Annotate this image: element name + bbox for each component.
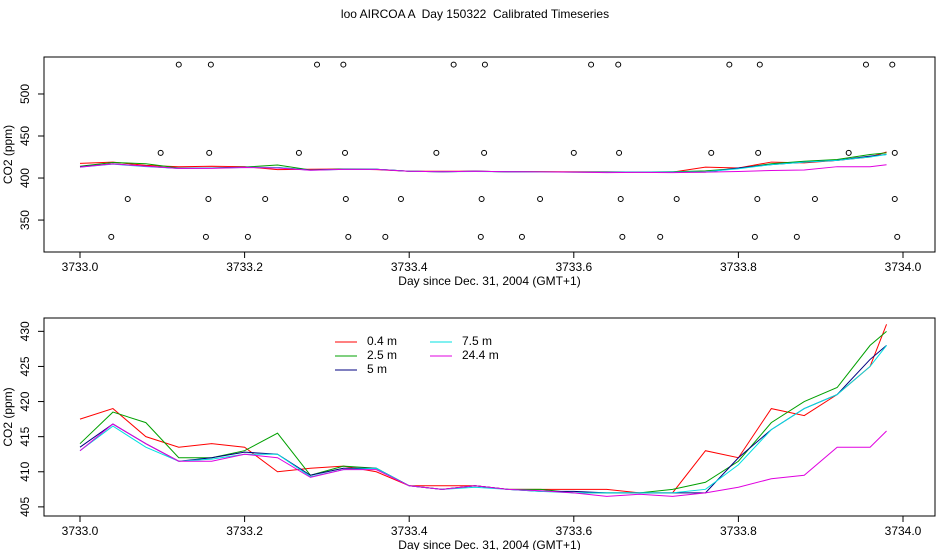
flag-point	[673, 196, 680, 203]
flag-point	[157, 149, 164, 156]
flag-point	[202, 233, 209, 240]
flag-point	[295, 149, 302, 156]
x-axis-label: Day since Dec. 31, 2004 (GMT+1)	[398, 538, 580, 550]
y-axis-label: CO2 (ppm)	[1, 125, 15, 184]
x-tick-label: 3733.8	[720, 524, 757, 538]
x-tick-label: 3733.4	[391, 260, 428, 274]
flag-point	[206, 149, 213, 156]
flag-point	[657, 233, 664, 240]
x-tick-label: 3733.2	[226, 260, 263, 274]
flag-point	[342, 196, 349, 203]
x-tick-label: 3734.0	[885, 260, 922, 274]
flag-point	[342, 149, 349, 156]
flag-point	[537, 196, 544, 203]
flag-point	[617, 196, 624, 203]
legend-label: 7.5 m	[462, 334, 492, 348]
flag-point	[891, 196, 898, 203]
flag-point	[756, 61, 763, 68]
y-axis-label: CO2 (ppm)	[1, 387, 15, 446]
x-tick-label: 3733.6	[555, 524, 592, 538]
flag-point	[262, 196, 269, 203]
legend-label: 5 m	[367, 362, 387, 376]
flag-point	[891, 149, 898, 156]
flag-point	[433, 149, 440, 156]
y-tick-label: 420	[18, 391, 32, 411]
flag-point	[845, 149, 852, 156]
x-axis-label: Day since Dec. 31, 2004 (GMT+1)	[398, 274, 580, 288]
x-tick-label: 3733.4	[391, 524, 428, 538]
y-tick-label: 500	[18, 84, 32, 104]
y-tick-label: 350	[18, 210, 32, 230]
legend-label: 24.4 m	[462, 348, 499, 362]
x-tick-label: 3733.2	[226, 524, 263, 538]
y-tick-label: 410	[18, 461, 32, 481]
flag-point	[726, 61, 733, 68]
y-tick-label: 430	[18, 321, 32, 341]
plot-frame	[43, 56, 936, 253]
flag-point	[481, 149, 488, 156]
flag-point	[175, 61, 182, 68]
flag-point	[314, 61, 321, 68]
flag-point	[619, 233, 626, 240]
flag-point	[205, 196, 212, 203]
flag-point	[889, 61, 896, 68]
flag-point	[397, 196, 404, 203]
flag-point	[345, 233, 352, 240]
y-tick-label: 400	[18, 168, 32, 188]
flag-point	[108, 233, 115, 240]
flag-point	[518, 233, 525, 240]
series-line	[79, 345, 887, 494]
flag-point	[615, 61, 622, 68]
x-tick-label: 3733.8	[720, 260, 757, 274]
x-tick-label: 3733.6	[555, 260, 592, 274]
flag-point	[616, 149, 623, 156]
flag-point	[450, 61, 457, 68]
flag-point	[478, 196, 485, 203]
x-tick-label: 3733.0	[62, 260, 99, 274]
figure-title: loo AIRCOA A Day 150322 Calibrated Times…	[341, 7, 609, 21]
y-tick-label: 425	[18, 356, 32, 376]
x-tick-label: 3733.0	[62, 524, 99, 538]
flag-point	[755, 149, 762, 156]
y-tick-label: 415	[18, 426, 32, 446]
flag-point	[894, 233, 901, 240]
flag-point	[754, 196, 761, 203]
series-line	[79, 345, 887, 494]
legend-label: 2.5 m	[367, 348, 397, 362]
flag-point	[124, 196, 131, 203]
legend-label: 0.4 m	[367, 334, 397, 348]
flag-point	[477, 233, 484, 240]
flag-point	[481, 61, 488, 68]
flag-point	[862, 61, 869, 68]
flag-point	[340, 61, 347, 68]
series-line	[79, 163, 887, 174]
flag-point	[751, 233, 758, 240]
series-line	[79, 423, 887, 497]
flag-point	[382, 233, 389, 240]
x-tick-label: 3734.0	[885, 524, 922, 538]
y-tick-label: 450	[18, 126, 32, 146]
flag-point	[811, 196, 818, 203]
flag-point	[588, 61, 595, 68]
flag-point	[793, 233, 800, 240]
flag-point	[244, 233, 251, 240]
flag-point	[570, 149, 577, 156]
flag-point	[708, 149, 715, 156]
flag-point	[207, 61, 214, 68]
series-line	[79, 152, 887, 173]
y-tick-label: 405	[18, 497, 32, 517]
